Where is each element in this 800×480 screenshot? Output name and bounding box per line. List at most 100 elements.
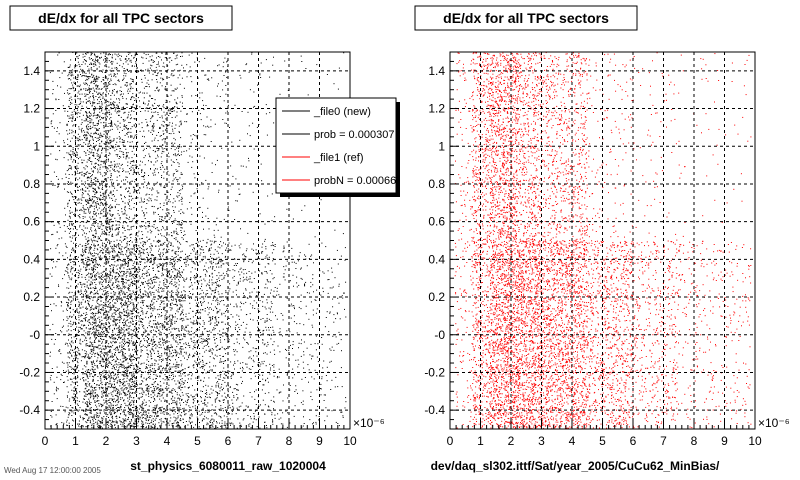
data-point <box>134 271 135 273</box>
data-point <box>99 92 101 94</box>
data-point <box>137 349 139 351</box>
data-point <box>95 221 97 223</box>
data-point <box>142 283 144 285</box>
data-point <box>69 216 71 218</box>
data-point <box>67 343 68 345</box>
data-point <box>104 206 105 208</box>
data-point <box>88 389 90 390</box>
data-point <box>211 273 213 275</box>
data-point <box>148 343 150 345</box>
data-point <box>99 420 101 422</box>
data-point <box>158 287 160 289</box>
data-point <box>87 419 89 421</box>
data-point <box>86 221 88 223</box>
data-point <box>114 384 115 386</box>
data-point <box>82 401 84 403</box>
data-point <box>231 422 233 424</box>
data-point <box>148 130 150 132</box>
data-point <box>122 282 123 284</box>
data-point <box>156 396 158 398</box>
data-point <box>141 389 143 391</box>
data-point <box>163 300 165 302</box>
data-point <box>163 79 165 80</box>
data-point <box>103 275 105 277</box>
data-point <box>264 306 266 308</box>
data-point <box>113 250 115 252</box>
data-point <box>161 175 163 177</box>
data-point <box>109 228 111 230</box>
data-point <box>103 225 105 227</box>
data-point <box>78 63 80 65</box>
data-point <box>250 378 252 380</box>
data-point <box>170 194 171 196</box>
data-point <box>100 380 102 382</box>
data-point <box>171 423 173 425</box>
data-point <box>297 366 299 368</box>
data-point <box>148 405 150 407</box>
data-point <box>86 394 88 396</box>
data-point <box>93 387 95 388</box>
data-point <box>83 318 85 319</box>
data-point <box>88 201 90 203</box>
data-point <box>185 325 187 327</box>
data-point <box>152 62 154 63</box>
data-point <box>141 310 143 312</box>
data-point <box>178 387 180 389</box>
data-point <box>159 326 161 328</box>
data-point <box>256 302 258 304</box>
data-point <box>90 409 92 411</box>
data-point <box>155 324 157 326</box>
data-point <box>113 387 115 389</box>
data-point <box>67 138 69 140</box>
data-point <box>91 348 93 350</box>
data-point <box>123 286 125 288</box>
data-point <box>189 255 191 257</box>
data-point <box>78 245 79 247</box>
data-point <box>91 136 93 138</box>
data-point <box>111 251 113 252</box>
data-point <box>191 267 193 269</box>
data-point <box>96 412 98 414</box>
data-point <box>189 416 191 418</box>
data-point <box>88 154 90 155</box>
data-point <box>79 270 81 272</box>
data-point <box>107 171 109 173</box>
data-point <box>263 293 265 295</box>
data-point <box>111 356 113 358</box>
data-point <box>186 221 187 223</box>
data-point <box>109 406 111 408</box>
data-point <box>187 374 189 376</box>
data-point <box>173 285 175 287</box>
data-point <box>132 276 134 278</box>
data-point <box>89 402 90 404</box>
data-point <box>127 248 129 250</box>
data-point <box>135 164 137 166</box>
data-point <box>121 389 123 391</box>
data-point <box>96 133 97 135</box>
data-point <box>227 404 229 406</box>
data-point <box>157 427 158 429</box>
data-point <box>185 265 187 267</box>
data-point <box>108 109 110 111</box>
data-point <box>198 404 200 406</box>
data-point <box>111 56 113 58</box>
data-point <box>121 361 123 363</box>
data-point <box>86 265 88 267</box>
data-point <box>178 330 180 332</box>
data-point <box>202 361 204 363</box>
data-point <box>216 95 218 97</box>
data-point <box>116 328 118 330</box>
data-point <box>283 276 285 278</box>
data-point <box>110 351 112 353</box>
data-point <box>101 140 103 142</box>
data-point <box>97 346 99 348</box>
data-point <box>274 353 276 355</box>
data-point <box>273 400 275 402</box>
data-point <box>134 380 136 382</box>
data-point <box>211 353 213 355</box>
data-point <box>153 368 155 370</box>
data-point <box>139 261 141 263</box>
data-point <box>150 425 152 427</box>
data-point <box>202 239 204 241</box>
data-point <box>131 299 133 301</box>
